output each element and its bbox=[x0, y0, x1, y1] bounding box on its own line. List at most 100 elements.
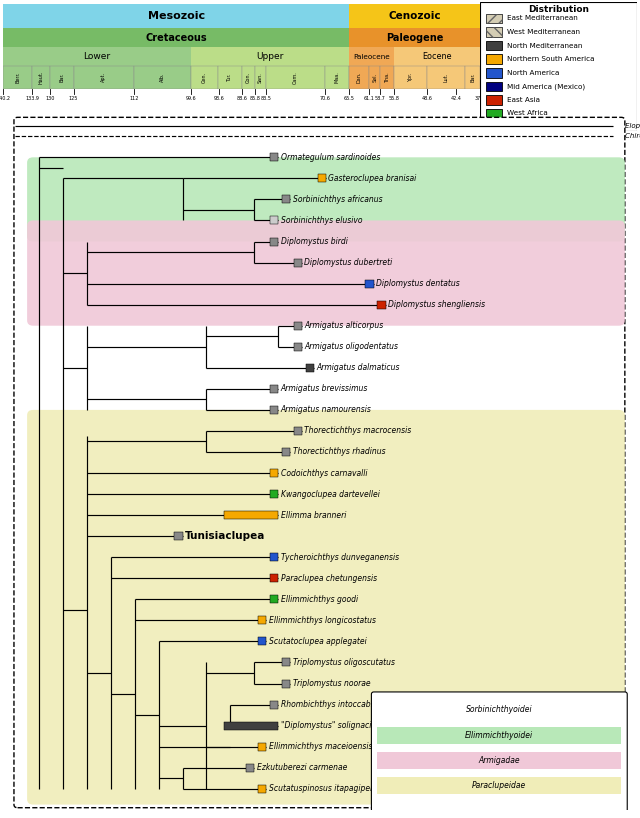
Bar bbox=[225, 511, 278, 519]
Bar bbox=[465, 66, 480, 89]
Text: Thorectichthys rhadinus: Thorectichthys rhadinus bbox=[292, 447, 385, 456]
Text: 130: 130 bbox=[45, 97, 55, 101]
Bar bbox=[266, 66, 325, 89]
Text: Sorbinichthys africanus: Sorbinichthys africanus bbox=[292, 195, 382, 204]
Text: Paleocene: Paleocene bbox=[353, 54, 390, 60]
Bar bbox=[270, 700, 278, 708]
Text: Scutatuspinosus itapagipensis: Scutatuspinosus itapagipensis bbox=[269, 784, 385, 793]
Text: Ellimmichthyoidei: Ellimmichthyoidei bbox=[465, 730, 533, 739]
Bar bbox=[486, 14, 502, 24]
Bar bbox=[225, 721, 278, 730]
Text: 93.6: 93.6 bbox=[214, 97, 224, 101]
Text: 88.6: 88.6 bbox=[237, 97, 248, 101]
Text: Diplomystus birdi: Diplomystus birdi bbox=[280, 237, 348, 246]
Text: Thorectichthys macrocensis: Thorectichthys macrocensis bbox=[305, 426, 412, 435]
Bar bbox=[270, 596, 278, 604]
Text: Triplomystus oligoscutatus: Triplomystus oligoscutatus bbox=[292, 658, 394, 667]
Bar bbox=[242, 66, 255, 89]
Bar bbox=[270, 217, 278, 224]
Text: Tha.: Tha. bbox=[385, 72, 390, 83]
Bar bbox=[325, 66, 349, 89]
Bar bbox=[174, 533, 182, 540]
Bar bbox=[191, 47, 349, 66]
Text: Diplomystus dubertreti: Diplomystus dubertreti bbox=[305, 258, 393, 267]
Text: 85.8: 85.8 bbox=[250, 97, 260, 101]
FancyBboxPatch shape bbox=[14, 117, 625, 807]
Bar bbox=[3, 47, 191, 66]
Bar bbox=[349, 66, 369, 89]
Bar bbox=[486, 41, 502, 51]
Text: Ma: Ma bbox=[483, 97, 492, 101]
Text: Dan.: Dan. bbox=[356, 72, 362, 83]
Text: 83.5: 83.5 bbox=[260, 97, 271, 101]
Text: Northern South America: Northern South America bbox=[507, 56, 594, 62]
Text: West Africa: West Africa bbox=[507, 110, 547, 116]
Bar bbox=[282, 680, 290, 688]
Text: Paraclupea chetungensis: Paraclupea chetungensis bbox=[280, 573, 377, 582]
Text: Elops saurus: Elops saurus bbox=[625, 123, 640, 128]
Bar bbox=[394, 47, 480, 66]
FancyBboxPatch shape bbox=[27, 410, 625, 805]
Text: Ypr.: Ypr. bbox=[408, 73, 413, 82]
Bar bbox=[270, 406, 278, 414]
Bar bbox=[378, 777, 621, 794]
Bar bbox=[282, 448, 290, 456]
Text: 133.9: 133.9 bbox=[26, 97, 39, 101]
Bar bbox=[369, 66, 380, 89]
Bar bbox=[258, 784, 266, 793]
Text: Eocene: Eocene bbox=[422, 52, 452, 61]
Text: Armigatus dalmaticus: Armigatus dalmaticus bbox=[316, 363, 400, 372]
Text: Paraclupeidae: Paraclupeidae bbox=[472, 781, 527, 790]
Text: Paleogene: Paleogene bbox=[386, 33, 443, 43]
Text: Mid America (Mexico): Mid America (Mexico) bbox=[507, 83, 585, 89]
Bar bbox=[294, 427, 302, 435]
Bar bbox=[191, 66, 218, 89]
Bar bbox=[349, 28, 480, 47]
Bar bbox=[258, 637, 266, 645]
Text: Haut.: Haut. bbox=[39, 70, 44, 84]
Bar bbox=[394, 66, 428, 89]
Text: 55.8: 55.8 bbox=[388, 97, 399, 101]
Bar bbox=[486, 109, 502, 119]
Text: Cenozoic: Cenozoic bbox=[388, 11, 441, 21]
Bar bbox=[3, 4, 349, 28]
Text: Bar.: Bar. bbox=[60, 73, 65, 82]
Bar bbox=[486, 14, 502, 24]
Bar bbox=[270, 553, 278, 561]
Bar bbox=[282, 658, 290, 667]
Bar bbox=[486, 95, 502, 105]
Text: Con.: Con. bbox=[246, 72, 251, 83]
Text: Bar.: Bar. bbox=[470, 73, 475, 82]
Text: Sel.: Sel. bbox=[372, 73, 378, 82]
Text: Armigatus oligodentatus: Armigatus oligodentatus bbox=[305, 342, 399, 351]
Text: Cam.: Cam. bbox=[293, 71, 298, 83]
Text: Sorbinichthys elusivo: Sorbinichthys elusivo bbox=[280, 216, 362, 225]
Text: Upper: Upper bbox=[257, 52, 284, 61]
Text: Chirocentrus dorab: Chirocentrus dorab bbox=[625, 133, 640, 139]
Text: Kwangoclupea dartevellei: Kwangoclupea dartevellei bbox=[280, 490, 380, 499]
Bar bbox=[486, 54, 502, 64]
Bar bbox=[134, 66, 191, 89]
Text: 42.4: 42.4 bbox=[451, 97, 461, 101]
Text: 70.6: 70.6 bbox=[320, 97, 331, 101]
Bar bbox=[3, 89, 480, 104]
Text: Diplomystus dentatus: Diplomystus dentatus bbox=[376, 279, 460, 288]
Text: San.: San. bbox=[258, 72, 263, 83]
Text: Ezkutuberezi carmenae: Ezkutuberezi carmenae bbox=[257, 763, 347, 772]
Text: Ellimmichthys longicostatus: Ellimmichthys longicostatus bbox=[269, 616, 376, 625]
Text: Ellimmichthys maceioensis: Ellimmichthys maceioensis bbox=[269, 742, 372, 751]
Text: Armigatus alticorpus: Armigatus alticorpus bbox=[305, 321, 384, 330]
Text: Gasteroclupea branisai: Gasteroclupea branisai bbox=[328, 174, 417, 183]
Text: Scutatoclupea applegatei: Scutatoclupea applegatei bbox=[269, 637, 366, 646]
Bar bbox=[282, 196, 290, 204]
Bar bbox=[270, 237, 278, 245]
Text: 112: 112 bbox=[129, 97, 138, 101]
Text: North Mediterranean: North Mediterranean bbox=[507, 43, 582, 48]
Bar bbox=[380, 66, 394, 89]
Text: West Mediterranean: West Mediterranean bbox=[507, 29, 580, 35]
Text: Tycheroichthys dunveganensis: Tycheroichthys dunveganensis bbox=[280, 553, 399, 562]
Text: Ormategulum sardinoides: Ormategulum sardinoides bbox=[280, 153, 380, 162]
Text: Cretaceous: Cretaceous bbox=[145, 33, 207, 43]
Text: Mesozoic: Mesozoic bbox=[148, 11, 205, 21]
Bar bbox=[378, 752, 621, 769]
